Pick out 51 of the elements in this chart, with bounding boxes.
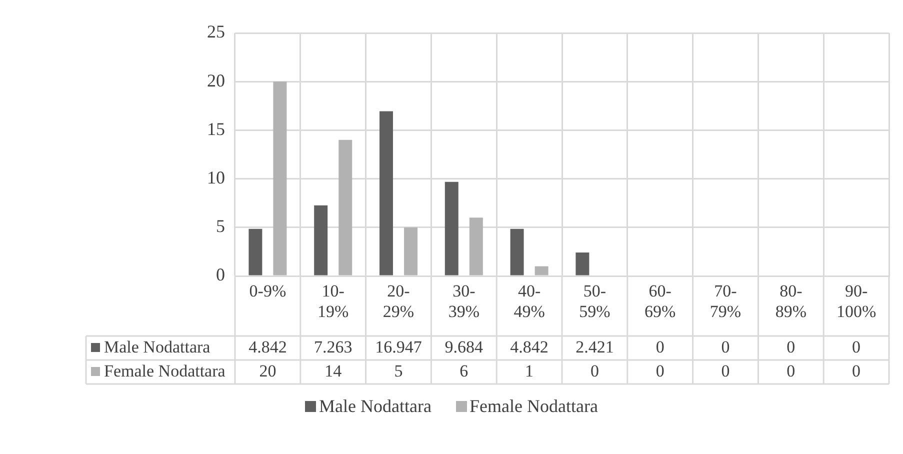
x-tick-label: 50-59%	[579, 282, 610, 322]
y-tick-label: 0	[216, 264, 225, 285]
data-label: 14	[324, 361, 342, 380]
data-label: 4.842	[248, 337, 287, 356]
data-label: 16.947	[375, 337, 422, 356]
data-label: 4.842	[510, 337, 548, 356]
bar	[404, 227, 418, 276]
data-label: 0	[786, 361, 796, 380]
data-label: 0	[786, 337, 796, 356]
data-label: 20	[259, 361, 276, 380]
y-tick-label: 25	[207, 22, 225, 42]
bar	[534, 266, 548, 276]
data-label: 0	[721, 337, 730, 356]
data-label: 5	[394, 361, 403, 380]
x-tick-label: 40-49%	[514, 282, 545, 322]
data-label: 1	[525, 361, 534, 380]
y-tick-label: 10	[207, 168, 225, 188]
y-tick-label: 5	[216, 216, 225, 236]
bar	[273, 82, 287, 276]
bar	[444, 182, 458, 276]
data-label: 7.263	[314, 337, 352, 356]
x-tick-label: 60-69%	[644, 282, 676, 322]
data-label: 2.421	[576, 337, 614, 356]
bar	[314, 205, 328, 276]
data-label: 0	[852, 361, 861, 380]
data-label: 6	[460, 361, 468, 380]
x-tick-label: 20-29%	[382, 282, 414, 322]
data-label: 0	[721, 361, 730, 380]
data-label: 9.684	[444, 337, 484, 356]
text: Male Nodattara	[319, 396, 432, 416]
data-label: 0	[590, 361, 599, 380]
legend-label: Male Nodattara	[104, 337, 211, 356]
data-label: 0	[656, 337, 664, 356]
text: Female Nodattara	[470, 396, 598, 416]
bar	[510, 228, 524, 276]
x-tick-label: 70-79%	[710, 282, 742, 322]
data-label: 0	[852, 337, 861, 356]
y-tick-label: 20	[207, 70, 225, 90]
x-tick-label: 10-19%	[318, 282, 349, 322]
x-tick-label: 90-100%	[836, 282, 876, 322]
bar	[469, 218, 483, 276]
x-tick-label: 80-89%	[775, 282, 806, 322]
y-tick-label: 15	[207, 118, 225, 139]
x-tick-label: 30-39%	[448, 282, 480, 322]
bar	[248, 228, 262, 276]
x-tick-label: 0-9%	[249, 282, 286, 301]
legend-label: Female Nodattara	[104, 361, 226, 380]
bar	[338, 140, 352, 276]
bar	[576, 252, 590, 276]
bar	[379, 111, 393, 276]
data-label: 0	[656, 361, 664, 380]
